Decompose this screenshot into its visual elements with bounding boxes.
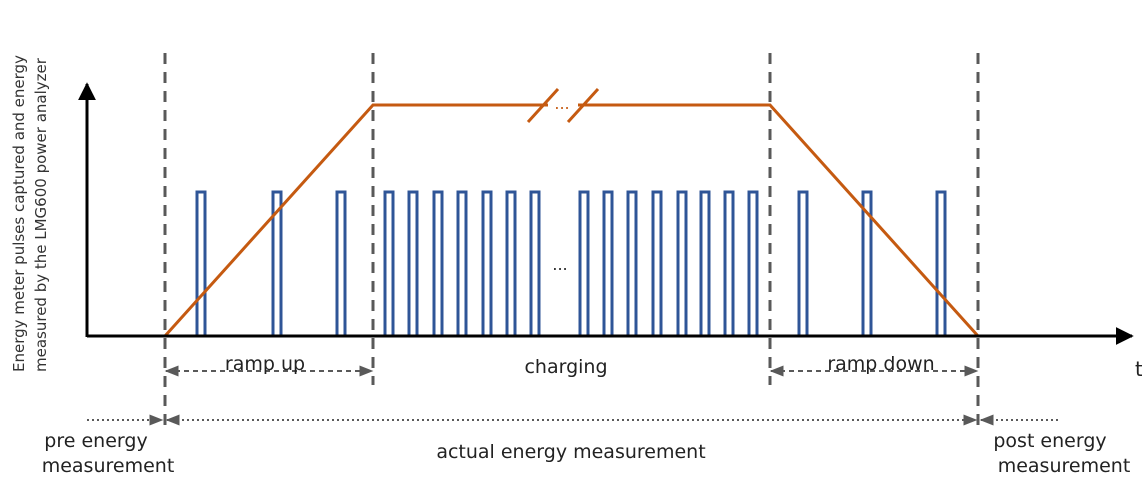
y-axis-label: Energy meter pulses captured and energy … xyxy=(10,55,50,372)
pulse xyxy=(481,190,493,336)
power-curve: ... xyxy=(163,87,980,338)
phase-dividers xyxy=(163,53,980,425)
axis-break-mark-left xyxy=(526,87,560,124)
pulse xyxy=(271,190,283,336)
pulse xyxy=(747,190,759,336)
pre-measurement-label-line1: pre energy xyxy=(44,430,147,452)
ramp-down-label: ramp down xyxy=(827,353,934,375)
post-measurement-label-line1: post energy xyxy=(993,430,1106,452)
power-curve-left xyxy=(163,103,548,338)
pulse xyxy=(861,190,873,336)
pre-measurement-label-line2: measurement xyxy=(42,455,175,477)
pulse xyxy=(676,190,688,336)
pulse-train xyxy=(195,190,947,336)
pulse xyxy=(797,190,809,336)
pulse xyxy=(602,190,614,336)
pulse xyxy=(626,190,638,336)
actual-measurement-label: actual energy measurement xyxy=(436,441,705,463)
pulse xyxy=(699,190,711,336)
pulse xyxy=(578,190,590,336)
pulse xyxy=(383,190,395,336)
x-axis-label: t xyxy=(1135,357,1142,381)
power-curve-right xyxy=(578,103,980,338)
pulse xyxy=(529,190,541,336)
post-measurement-label-line2: measurement xyxy=(998,455,1131,477)
charging-label: charging xyxy=(524,356,607,378)
pulse xyxy=(651,190,663,336)
pulse xyxy=(456,190,468,336)
y-axis-label-line1: Energy meter pulses captured and energy xyxy=(10,55,28,372)
curve-ellipsis: ... xyxy=(554,94,569,113)
pulse xyxy=(195,190,207,336)
pulse xyxy=(432,190,444,336)
pulse xyxy=(723,190,735,336)
axis-break-mark-right xyxy=(566,87,600,124)
pulse xyxy=(335,190,347,336)
pulse-ellipsis: ... xyxy=(552,255,567,274)
pulse xyxy=(407,190,419,336)
ramp-up-label: ramp up xyxy=(225,353,305,375)
pulse xyxy=(935,190,947,336)
y-axis-label-line2: measured by the LMG600 power analyzer xyxy=(32,57,50,372)
pulse xyxy=(505,190,517,336)
